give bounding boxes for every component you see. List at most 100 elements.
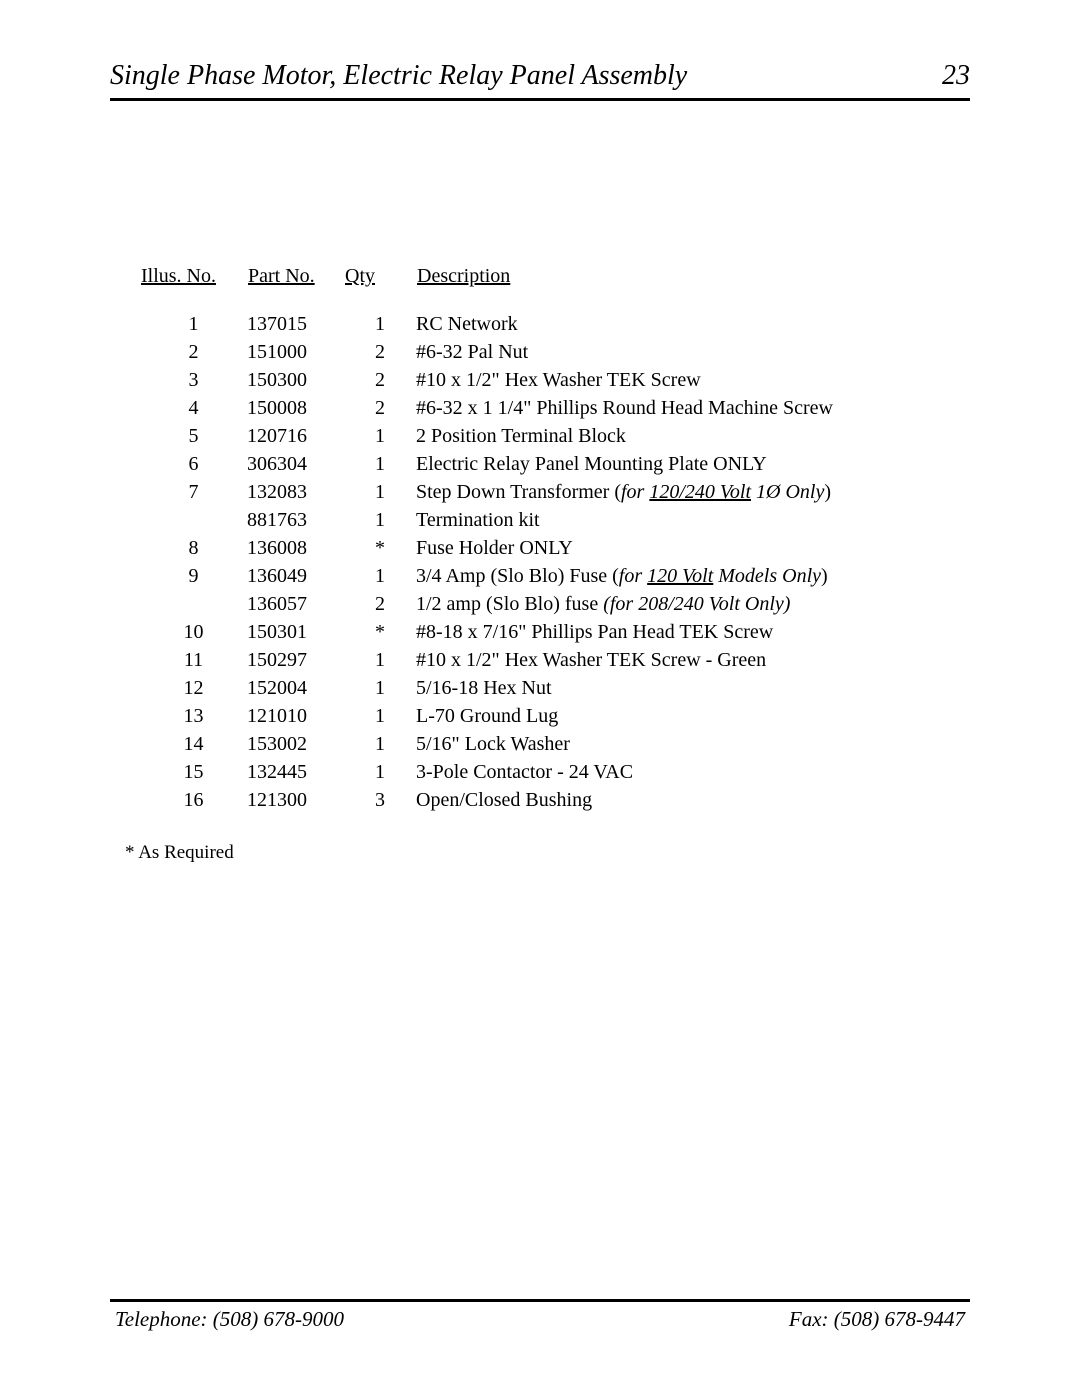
- cell-illus: 14: [140, 730, 247, 758]
- cell-illus: 1: [140, 310, 247, 338]
- cell-illus: 6: [140, 450, 247, 478]
- cell-desc: #6-32 x 1 1/4" Phillips Round Head Machi…: [416, 394, 833, 422]
- cell-desc: 5/16-18 Hex Nut: [416, 674, 833, 702]
- table-row: 1415300215/16" Lock Washer: [140, 730, 833, 758]
- cell-illus: 16: [140, 786, 247, 814]
- table-row: 1513244513-Pole Contactor - 24 VAC: [140, 758, 833, 786]
- parts-table-container: Illus. No. Part No. Qty Description 1137…: [140, 261, 970, 864]
- cell-illus: 9: [140, 562, 247, 590]
- cell-part: 132445: [247, 758, 344, 786]
- table-row: 512071612 Position Terminal Block: [140, 422, 833, 450]
- cell-desc: 2 Position Terminal Block: [416, 422, 833, 450]
- cell-illus: 12: [140, 674, 247, 702]
- table-row: 11370151RC Network: [140, 310, 833, 338]
- cell-desc: #10 x 1/2" Hex Washer TEK Screw - Green: [416, 646, 833, 674]
- col-header-desc: Description: [416, 261, 833, 310]
- cell-qty: 1: [344, 450, 416, 478]
- cell-part: 152004: [247, 674, 344, 702]
- parts-table: Illus. No. Part No. Qty Description 1137…: [140, 261, 833, 814]
- cell-part: 150008: [247, 394, 344, 422]
- cell-part: 153002: [247, 730, 344, 758]
- table-row: 8817631Termination kit: [140, 506, 833, 534]
- footnote: * As Required: [125, 842, 970, 864]
- cell-illus: 3: [140, 366, 247, 394]
- cell-qty: 2: [344, 366, 416, 394]
- table-row: 131210101L-70 Ground Lug: [140, 702, 833, 730]
- page-title: Single Phase Motor, Electric Relay Panel…: [110, 60, 687, 92]
- cell-desc: #8-18 x 7/16" Phillips Pan Head TEK Scre…: [416, 618, 833, 646]
- cell-qty: 1: [344, 562, 416, 590]
- cell-part: 151000: [247, 338, 344, 366]
- table-row: 31503002#10 x 1/2" Hex Washer TEK Screw: [140, 366, 833, 394]
- table-row: 8136008*Fuse Holder ONLY: [140, 534, 833, 562]
- cell-part: 120716: [247, 422, 344, 450]
- cell-desc: 1/2 amp (Slo Blo) fuse (for 208/240 Volt…: [416, 590, 833, 618]
- cell-qty: 1: [344, 674, 416, 702]
- cell-illus: 5: [140, 422, 247, 450]
- table-row: 1215200415/16-18 Hex Nut: [140, 674, 833, 702]
- cell-qty: 2: [344, 394, 416, 422]
- cell-part: 150300: [247, 366, 344, 394]
- cell-part: 136008: [247, 534, 344, 562]
- cell-qty: 1: [344, 646, 416, 674]
- cell-illus: 8: [140, 534, 247, 562]
- cell-part: 121010: [247, 702, 344, 730]
- cell-part: 136049: [247, 562, 344, 590]
- cell-illus: 11: [140, 646, 247, 674]
- cell-illus: 15: [140, 758, 247, 786]
- cell-illus: 10: [140, 618, 247, 646]
- cell-illus: [140, 590, 247, 618]
- cell-part: 150301: [247, 618, 344, 646]
- cell-qty: 1: [344, 702, 416, 730]
- table-row: 13605721/2 amp (Slo Blo) fuse (for 208/2…: [140, 590, 833, 618]
- cell-part: 121300: [247, 786, 344, 814]
- page-header: Single Phase Motor, Electric Relay Panel…: [110, 60, 970, 101]
- table-row: 21510002#6-32 Pal Nut: [140, 338, 833, 366]
- cell-qty: 1: [344, 478, 416, 506]
- table-row: 71320831Step Down Transformer (for 120/2…: [140, 478, 833, 506]
- cell-illus: 2: [140, 338, 247, 366]
- document-page: Single Phase Motor, Electric Relay Panel…: [0, 0, 1080, 1397]
- cell-desc: Open/Closed Bushing: [416, 786, 833, 814]
- cell-qty: 1: [344, 758, 416, 786]
- cell-part: 132083: [247, 478, 344, 506]
- cell-desc: Electric Relay Panel Mounting Plate ONLY: [416, 450, 833, 478]
- col-header-qty: Qty: [344, 261, 416, 310]
- cell-part: 306304: [247, 450, 344, 478]
- cell-part: 881763: [247, 506, 344, 534]
- cell-qty: 3: [344, 786, 416, 814]
- col-header-part: Part No.: [247, 261, 344, 310]
- footer-telephone: Telephone: (508) 678-9000: [115, 1307, 344, 1332]
- table-row: 63063041Electric Relay Panel Mounting Pl…: [140, 450, 833, 478]
- cell-desc: Termination kit: [416, 506, 833, 534]
- cell-part: 150297: [247, 646, 344, 674]
- cell-desc: 5/16" Lock Washer: [416, 730, 833, 758]
- cell-qty: 2: [344, 590, 416, 618]
- col-header-illus: Illus. No.: [140, 261, 247, 310]
- cell-qty: 2: [344, 338, 416, 366]
- cell-part: 137015: [247, 310, 344, 338]
- cell-part: 136057: [247, 590, 344, 618]
- table-row: 111502971#10 x 1/2" Hex Washer TEK Screw…: [140, 646, 833, 674]
- cell-qty: 1: [344, 506, 416, 534]
- table-row: 161213003Open/Closed Bushing: [140, 786, 833, 814]
- cell-desc: Step Down Transformer (for 120/240 Volt …: [416, 478, 833, 506]
- cell-illus: [140, 506, 247, 534]
- cell-qty: 1: [344, 422, 416, 450]
- table-row: 913604913/4 Amp (Slo Blo) Fuse (for 120 …: [140, 562, 833, 590]
- table-header-row: Illus. No. Part No. Qty Description: [140, 261, 833, 310]
- cell-illus: 7: [140, 478, 247, 506]
- cell-qty: 1: [344, 310, 416, 338]
- table-row: 41500082#6-32 x 1 1/4" Phillips Round He…: [140, 394, 833, 422]
- cell-qty: *: [344, 618, 416, 646]
- cell-desc: Fuse Holder ONLY: [416, 534, 833, 562]
- table-row: 10150301*#8-18 x 7/16" Phillips Pan Head…: [140, 618, 833, 646]
- cell-qty: *: [344, 534, 416, 562]
- cell-illus: 13: [140, 702, 247, 730]
- cell-desc: #10 x 1/2" Hex Washer TEK Screw: [416, 366, 833, 394]
- page-number: 23: [942, 60, 970, 92]
- page-footer: Telephone: (508) 678-9000 Fax: (508) 678…: [115, 1307, 965, 1332]
- cell-desc: #6-32 Pal Nut: [416, 338, 833, 366]
- cell-desc: 3-Pole Contactor - 24 VAC: [416, 758, 833, 786]
- cell-desc: L-70 Ground Lug: [416, 702, 833, 730]
